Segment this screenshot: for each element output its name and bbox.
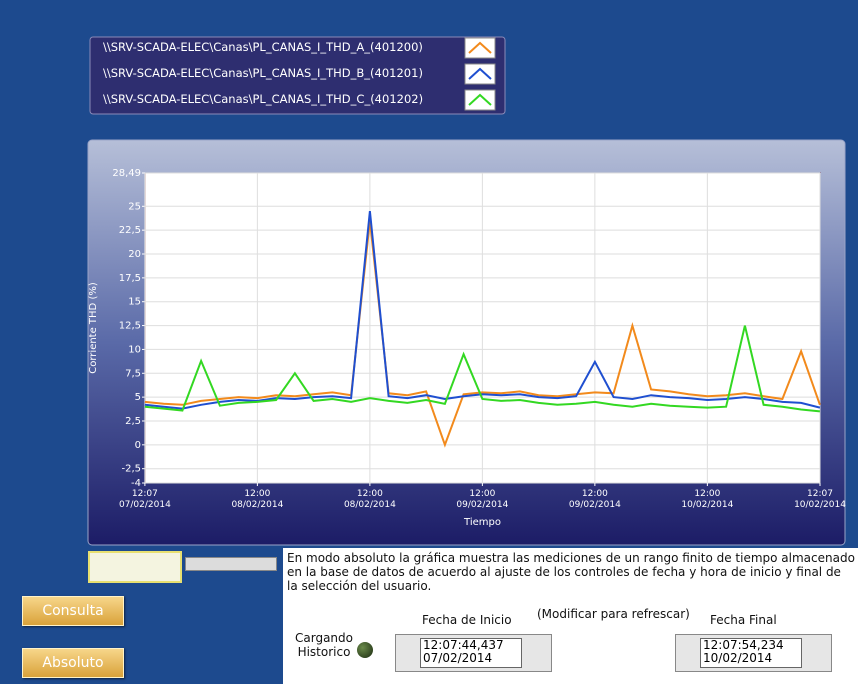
end-time: 12:07:54,234 (703, 638, 784, 652)
legend-label: \\SRV-SCADA-ELEC\Canas\PL_CANAS_I_THD_C_… (103, 92, 423, 106)
x-tick-label: 10/02/2014 (794, 500, 846, 510)
legend-label: \\SRV-SCADA-ELEC\Canas\PL_CANAS_I_THD_B_… (103, 66, 423, 80)
y-tick-label: 5 (135, 392, 141, 403)
x-axis-label: Tiempo (463, 517, 501, 528)
x-tick-label: 12:00 (694, 489, 720, 499)
end-date: 10/02/2014 (703, 651, 773, 665)
x-tick-label: 12:00 (582, 489, 608, 499)
y-tick-label: 7,5 (125, 368, 141, 379)
y-tick-label: 12,5 (119, 321, 141, 332)
legend-swatch-box (464, 63, 496, 85)
legend-swatch (468, 93, 492, 106)
y-tick-label: -4 (131, 478, 141, 489)
legend-box (89, 36, 506, 115)
x-tick-label: 12:00 (244, 489, 270, 499)
button[interactable]: Absoluto (22, 648, 124, 678)
legend-swatch (468, 41, 492, 54)
x-tick-label: 12:00 (469, 489, 495, 499)
legend-swatch-box (464, 89, 496, 111)
y-tick-label: 15 (128, 297, 141, 308)
y-tick-label: 20 (128, 249, 141, 260)
end-date-field[interactable]: 12:07:54,234 10/02/2014 (675, 634, 832, 672)
y-tick-label: 25 (128, 201, 141, 212)
x-tick-label: 12:07 (807, 489, 833, 499)
start-time: 12:07:44,437 (423, 638, 504, 652)
chart-area: 28,492522,52017,51512,5107,552,50-2,5-41… (87, 36, 846, 546)
x-tick-label: 07/02/2014 (119, 500, 171, 510)
x-tick-label: 10/02/2014 (681, 500, 733, 510)
status-label: Cargando Historico (293, 631, 355, 659)
y-tick-label: 28,49 (112, 168, 141, 179)
start-date-field[interactable]: 12:07:44,437 07/02/2014 (395, 634, 552, 672)
legend-swatch-box (464, 37, 496, 59)
series-line (144, 325, 821, 413)
end-label: Fecha Final (710, 613, 777, 627)
y-tick-label: 22,5 (119, 225, 141, 236)
x-tick-label: 12:07 (132, 489, 158, 499)
x-tick-label: 12:00 (357, 489, 383, 499)
y-tick-label: 2,5 (125, 416, 141, 427)
button[interactable]: Consulta (22, 596, 124, 626)
status-led (357, 642, 373, 658)
y-tick-label: 17,5 (119, 273, 141, 284)
status-line: Historico (297, 645, 351, 659)
y-tick-label: 10 (128, 344, 141, 355)
x-tick-label: 08/02/2014 (344, 500, 396, 510)
graph-toolbar[interactable] (88, 551, 182, 583)
start-label: Fecha de Inicio (422, 613, 512, 627)
description: En modo absoluto la gráfica muestra las … (287, 551, 855, 593)
status-line: Cargando (295, 631, 353, 645)
y-tick-label: -2,5 (121, 464, 141, 475)
x-tick-label: 09/02/2014 (456, 500, 508, 510)
series-line (144, 220, 821, 448)
start-date: 07/02/2014 (423, 651, 493, 665)
legend-swatch (468, 67, 492, 80)
x-tick-label: 09/02/2014 (569, 500, 621, 510)
scrollbar[interactable] (185, 557, 277, 571)
refresh-note: (Modificar para refrescar) (537, 607, 690, 621)
y-axis-label: Corriente THD (%) (88, 282, 99, 374)
legend-label: \\SRV-SCADA-ELEC\Canas\PL_CANAS_I_THD_A_… (103, 40, 423, 54)
x-tick-label: 08/02/2014 (231, 500, 283, 510)
y-tick-label: 0 (135, 440, 141, 451)
